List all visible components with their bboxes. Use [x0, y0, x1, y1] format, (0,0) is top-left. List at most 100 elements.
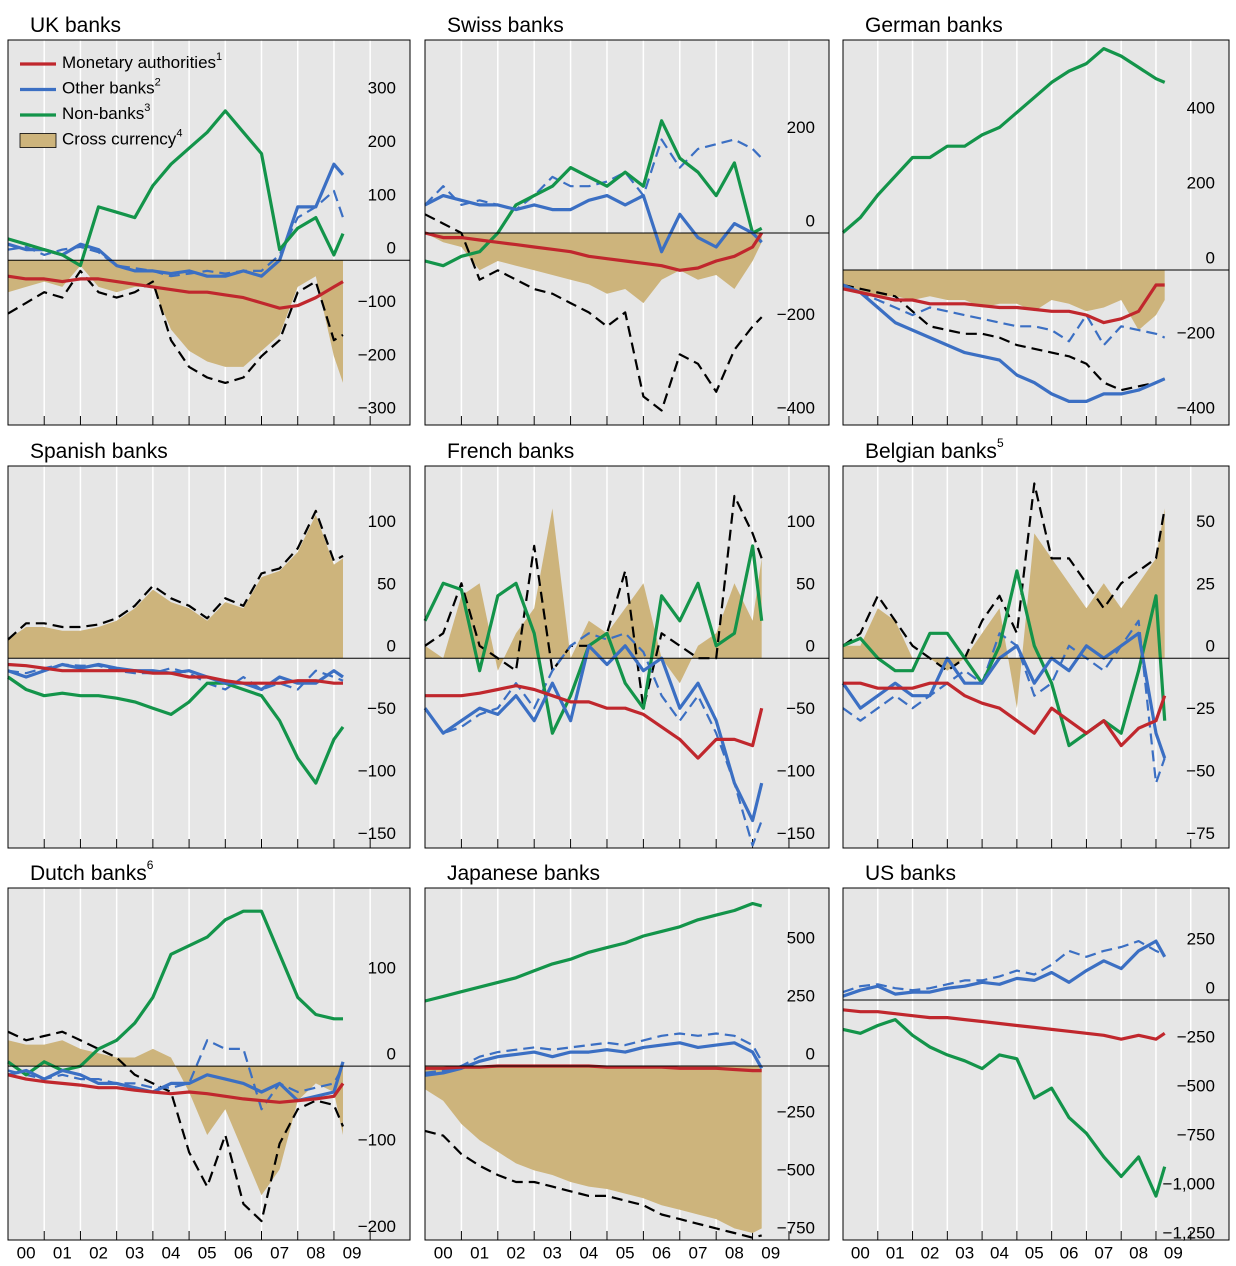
panel: 100 0 −100 −200 Dutch banks6 00 01 02 03 04 05 06 07… [7, 858, 411, 1262]
line [842, 1008, 1166, 1041]
panel: 300 200 100 0 −100 −200 −300 UK banks Monetary a… [7, 14, 411, 426]
line [842, 1018, 1167, 1198]
y-tick-label: 0 [1206, 249, 1215, 268]
panel-border [7, 887, 411, 1241]
line [7, 1073, 345, 1104]
title-footnote: 5 [997, 436, 1004, 450]
legend-footnote: 3 [144, 102, 150, 114]
y-tick-label: 250 [787, 986, 815, 1005]
x-tick-label: 08 [725, 1243, 744, 1262]
panel-border [424, 39, 830, 426]
legend-label: Non-banks3 [62, 102, 150, 124]
y-tick-label: −1,000 [1163, 1175, 1215, 1194]
y-tick-label: 0 [806, 1044, 815, 1063]
y-tick-label: −500 [777, 1160, 815, 1179]
x-tick-label: 01 [53, 1243, 72, 1262]
x-tick-label: 09 [343, 1243, 362, 1262]
x-tick-label: 09 [1164, 1243, 1183, 1262]
panel-border [7, 465, 411, 849]
panel-border [842, 887, 1230, 1241]
legend-name: Non-banks [62, 104, 144, 123]
line [7, 189, 345, 278]
y-tick-label: −50 [367, 699, 396, 718]
legend-name: Other banks [62, 79, 155, 98]
x-tick-label: 03 [955, 1243, 974, 1262]
x-tick-label: 06 [652, 1243, 671, 1262]
legend-swatch [19, 133, 57, 148]
line [7, 269, 344, 384]
panel-title: Japanese banks [447, 862, 600, 885]
y-tick-label: −100 [777, 762, 815, 781]
title-text: French banks [447, 440, 574, 463]
legend-footnote: 2 [155, 76, 161, 88]
line [7, 162, 345, 278]
panel: 200 0 −200 −400 Swiss banks [424, 14, 830, 426]
line [424, 138, 763, 211]
x-tick-label: 03 [125, 1243, 144, 1262]
x-tick-label: 08 [306, 1243, 325, 1262]
line [7, 274, 344, 310]
y-tick-label: 100 [787, 512, 815, 531]
y-tick-label: 100 [368, 185, 396, 204]
title-text: Japanese banks [447, 862, 600, 885]
panel-background [843, 888, 1229, 1240]
y-tick-label: −200 [358, 1217, 396, 1236]
x-tick-label: 00 [17, 1243, 36, 1262]
x-tick-label: 00 [434, 1243, 453, 1262]
legend-footnote: 1 [216, 51, 222, 63]
line [7, 1061, 345, 1103]
y-tick-label: −250 [777, 1102, 815, 1121]
panel-border [424, 887, 830, 1241]
line [424, 194, 763, 254]
y-tick-label: 0 [806, 211, 815, 230]
panel-title: Spanish banks [30, 440, 168, 463]
y-tick-label: −1,250 [1163, 1224, 1215, 1243]
line [842, 283, 1166, 403]
y-tick-label: 50 [1196, 512, 1215, 531]
legend-name: Cross currency [62, 130, 177, 149]
y-tick-label: 250 [1187, 929, 1215, 948]
x-tick-label: 06 [234, 1243, 253, 1262]
y-tick-label: −750 [1177, 1126, 1215, 1145]
line [424, 1129, 762, 1239]
line [842, 283, 1166, 347]
panel-title: French banks [447, 440, 574, 463]
y-tick-label: 200 [1187, 173, 1215, 192]
y-tick-label: 100 [368, 512, 396, 531]
line [7, 662, 343, 685]
y-tick-label: −200 [777, 305, 815, 324]
line [841, 47, 1166, 234]
panel-title: UK banks [30, 14, 121, 37]
line [424, 632, 763, 847]
line [424, 901, 763, 1003]
x-tick-label: 01 [470, 1243, 489, 1262]
panel-border [842, 465, 1230, 849]
panel: 500 250 0 −250 −500 −750 Japanese banks 00 01 02 0… [424, 862, 830, 1262]
y-tick-label: 50 [377, 574, 396, 593]
y-tick-label: −400 [777, 398, 815, 417]
y-tick-label: 0 [387, 1045, 396, 1064]
legend-label: Other banks2 [62, 76, 161, 98]
line [425, 1064, 762, 1073]
legend-footnote: 4 [176, 127, 182, 139]
line [841, 631, 1167, 759]
y-tick-label: −200 [1177, 324, 1215, 343]
title-text: US banks [865, 862, 956, 885]
x-tick-label: 02 [89, 1243, 108, 1262]
legend-label: Monetary authorities1 [62, 51, 222, 73]
x-tick-label: 03 [543, 1243, 562, 1262]
panel: 250 0 −250 −500 −750 −1,000 −1,250 US banks 00 01… [842, 862, 1230, 1262]
line [424, 1032, 763, 1074]
x-tick-label: 05 [198, 1243, 217, 1262]
line [7, 675, 345, 785]
legend-name: Monetary authorities [62, 53, 216, 72]
x-tick-label: 06 [1060, 1243, 1079, 1262]
y-tick-label: 0 [387, 239, 396, 258]
line [425, 684, 764, 760]
x-tick-label: 05 [616, 1243, 635, 1262]
panel-title: German banks [865, 14, 1003, 37]
y-tick-label: 200 [368, 132, 396, 151]
line [7, 1039, 344, 1111]
y-tick-label: 400 [1187, 98, 1215, 117]
